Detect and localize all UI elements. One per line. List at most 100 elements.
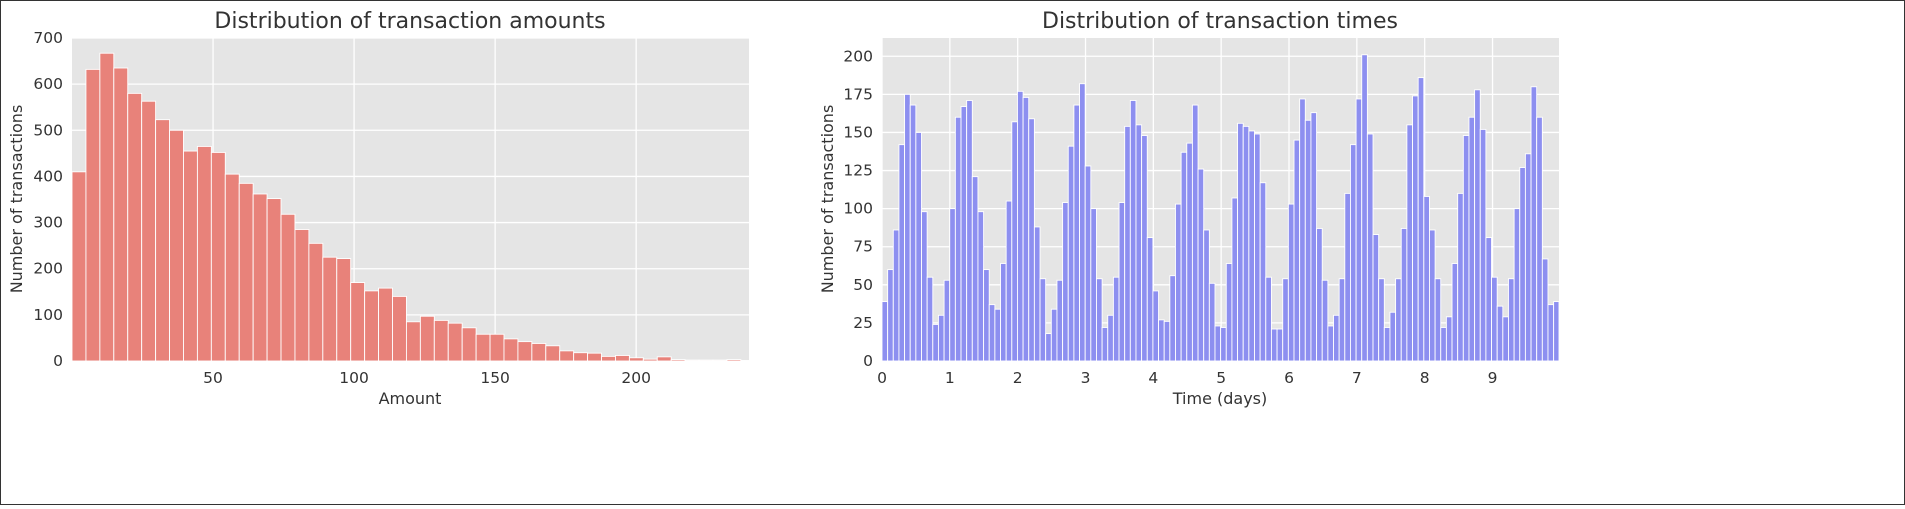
- histogram-bar: [1480, 129, 1486, 361]
- chart-title: Distribution of transaction times: [1042, 9, 1398, 34]
- histogram-bar: [1254, 134, 1260, 361]
- histogram-bar: [1130, 100, 1136, 361]
- x-tick-label: 6: [1284, 369, 1294, 387]
- histogram-bar: [1497, 306, 1503, 361]
- histogram-bar: [1401, 228, 1407, 361]
- y-axis-label: Number of transactions: [818, 105, 837, 294]
- y-tick-label: 100: [33, 306, 63, 324]
- histogram-bar: [476, 334, 490, 361]
- histogram-bar: [1119, 203, 1125, 361]
- histogram-bar: [379, 288, 393, 361]
- histogram-bar: [1006, 201, 1012, 361]
- histogram-bar: [1317, 228, 1323, 361]
- histogram-bar: [1396, 279, 1402, 361]
- histogram-bar: [1469, 117, 1475, 361]
- y-tick-label: 400: [33, 167, 63, 185]
- histogram-bar: [950, 209, 956, 361]
- histogram-bar: [899, 145, 905, 361]
- histogram-bar: [156, 120, 170, 361]
- x-axis-label: Amount: [379, 389, 442, 408]
- histogram-bar: [1136, 125, 1142, 361]
- histogram-bar: [1525, 154, 1531, 361]
- histogram-bar: [532, 343, 546, 361]
- histogram-bar: [1204, 230, 1210, 361]
- histogram-bar: [955, 117, 961, 361]
- x-tick-label: 1: [945, 369, 955, 387]
- x-tick-label: 8: [1420, 369, 1430, 387]
- histogram-bar: [1051, 309, 1057, 361]
- x-tick-label: 50: [203, 369, 223, 387]
- histogram-bar: [546, 346, 560, 361]
- histogram-bar: [1181, 152, 1187, 361]
- y-tick-label: 125: [843, 162, 873, 180]
- histogram-bar: [1091, 209, 1097, 361]
- histogram-bar: [657, 357, 671, 361]
- histogram-bar: [1232, 198, 1238, 361]
- histogram-bar: [1159, 320, 1165, 361]
- histogram-bar: [972, 177, 978, 361]
- histogram-bar: [933, 324, 939, 361]
- x-tick-label: 150: [480, 369, 510, 387]
- x-tick-label: 5: [1216, 369, 1226, 387]
- y-tick-label: 0: [863, 352, 873, 370]
- histogram-bar: [1063, 203, 1069, 361]
- histogram-bar: [1424, 196, 1430, 361]
- histogram-bar: [1390, 312, 1396, 361]
- histogram-bar: [699, 360, 713, 361]
- histogram-bar: [978, 212, 984, 361]
- histogram-bar: [1542, 259, 1548, 361]
- histogram-bar: [1029, 119, 1035, 361]
- histogram-bar: [1125, 126, 1131, 361]
- histogram-bar: [1034, 227, 1040, 361]
- histogram-bar: [1413, 96, 1419, 361]
- histogram-bar: [365, 291, 379, 361]
- histogram-bar: [1142, 136, 1148, 361]
- histogram-bar: [1012, 122, 1018, 361]
- histogram-bar: [295, 229, 309, 361]
- histogram-bar: [1367, 134, 1373, 361]
- histogram-bar: [1068, 146, 1074, 361]
- y-tick-label: 50: [853, 276, 873, 294]
- histogram-bar: [882, 302, 888, 361]
- y-tick-label: 600: [33, 75, 63, 93]
- histogram-bar: [615, 355, 629, 361]
- y-tick-label: 175: [843, 85, 873, 103]
- y-tick-label: 300: [33, 214, 63, 232]
- histogram-bar: [910, 105, 916, 361]
- histogram-bar: [922, 212, 928, 361]
- x-tick-label: 2: [1013, 369, 1023, 387]
- histogram-bar: [1379, 279, 1385, 361]
- y-axis-label: Number of transactions: [7, 105, 26, 294]
- histogram-bar: [588, 353, 602, 361]
- histogram-bar: [1362, 55, 1368, 361]
- histogram-bar: [1113, 277, 1119, 361]
- histogram-bar: [685, 360, 699, 361]
- histogram-bar: [420, 316, 434, 361]
- histogram-bar: [170, 130, 184, 361]
- histogram-bar: [504, 339, 518, 361]
- histogram-bar: [351, 283, 365, 361]
- histogram-bar: [1243, 126, 1249, 361]
- histogram-bar: [1311, 113, 1317, 361]
- histogram-bar: [1260, 183, 1266, 361]
- histogram-bar: [434, 320, 448, 361]
- x-tick-label: 4: [1148, 369, 1158, 387]
- y-tick-label: 100: [843, 200, 873, 218]
- histogram-bar: [1356, 99, 1362, 361]
- histogram-bar: [448, 323, 462, 361]
- x-tick-label: 7: [1352, 369, 1362, 387]
- histogram-bar: [916, 132, 922, 361]
- histogram-bar: [1537, 117, 1543, 361]
- histogram-bar: [337, 259, 351, 361]
- histogram-bar: [1271, 329, 1277, 361]
- histogram-bar: [1175, 204, 1181, 361]
- histogram-bar: [1520, 168, 1526, 361]
- histogram-bar: [1147, 238, 1153, 361]
- histogram-bar: [961, 107, 967, 361]
- histogram-bar: [1452, 263, 1458, 361]
- y-tick-label: 25: [853, 314, 873, 332]
- histogram-bar: [1328, 326, 1334, 361]
- histogram-bar: [1170, 276, 1176, 361]
